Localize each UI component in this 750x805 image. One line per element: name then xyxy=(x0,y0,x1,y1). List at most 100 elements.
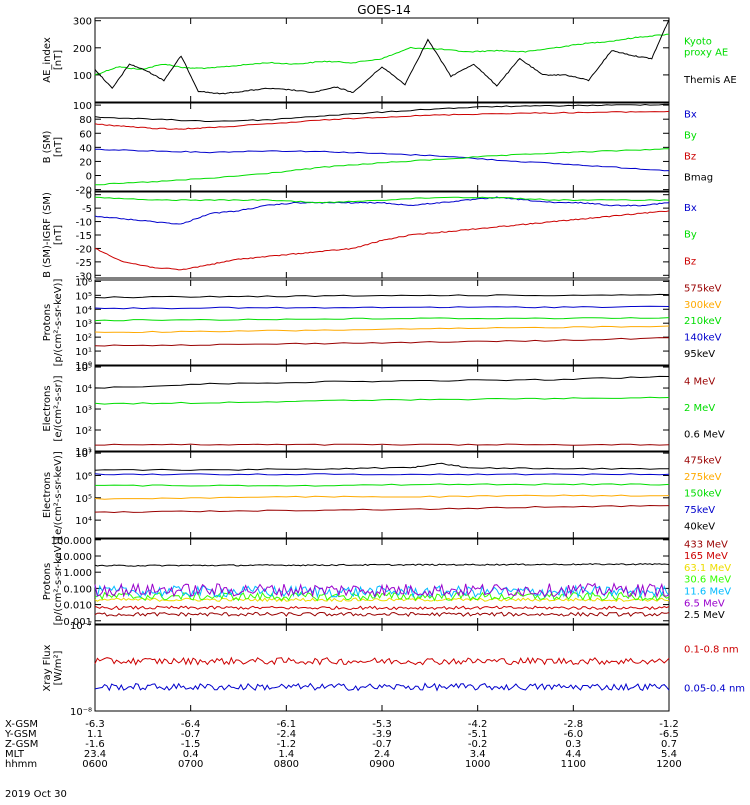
panel-frame xyxy=(94,624,670,712)
legend-entry: 433 MeV xyxy=(684,539,728,550)
panel-5: 10¹ 10² 10³ 10⁴ 10⁵ Electrons [e/(cm²-s-sr)] 4 … xyxy=(42,363,725,458)
y-tick-label: 10⁻⁸ xyxy=(70,707,92,718)
footer-value: 0.7 xyxy=(661,739,677,750)
y-axis-label: [p/(cm²-s-sr-keV)] xyxy=(53,279,64,367)
footer-row-label: MLT xyxy=(5,749,25,760)
y-tick-label: 10⁶ xyxy=(75,471,92,482)
footer-value: -6.4 xyxy=(181,719,201,730)
y-tick-label: 0.001 xyxy=(63,617,92,628)
y-axis-label: [nT] xyxy=(53,50,64,70)
y-axis-label: [p/(cm²-s-sr-keV)] xyxy=(53,538,64,626)
y-axis-label: Electrons xyxy=(42,472,53,518)
y-axis-label: [e/(cm²-s-sr)] xyxy=(53,375,64,441)
legend-entry: proxy AE xyxy=(684,48,728,59)
footer-row-label: Y-GSM xyxy=(4,729,37,740)
y-tick-label: 10³ xyxy=(75,319,92,330)
panel-8: 10⁻⁸ 10⁻⁷ Xray Flux [W/m²] 0.1-0.8 nm 0.05-0.… xyxy=(42,621,745,718)
date-label: 2019 Oct 30 xyxy=(5,789,67,800)
legend-entry: 575keV xyxy=(684,283,722,294)
series-line xyxy=(94,305,670,310)
series-line xyxy=(94,473,670,476)
series-line xyxy=(94,110,670,130)
series-line xyxy=(94,682,670,692)
legend-entry: 6.5 MeV xyxy=(684,598,725,609)
y-axis-label: Xray Flux xyxy=(42,644,53,691)
y-tick-label: 10.000 xyxy=(57,552,92,563)
y-tick-label: 10³ xyxy=(75,405,92,416)
legend-entry: 11.6 MeV xyxy=(684,586,731,597)
series-line xyxy=(94,148,670,186)
y-tick-label: -10 xyxy=(76,218,92,229)
panel-frame xyxy=(94,538,670,625)
panel-2: -20 0 20 40 60 80 100 B (SM) [nT] Bx By Bz Bmag xyxy=(42,101,713,196)
panel-7: 0.001 0.010 0.100 1.000 10.000 100.000 Protons… xyxy=(42,536,731,628)
footer-row-label: X-GSM xyxy=(5,719,38,730)
footer-value: -0.7 xyxy=(181,729,201,740)
legend-entry: 30.6 MeV xyxy=(684,575,731,586)
panel-3: -30 -25 -20 -15 -10 -5 0 B (SM)-IGRF (SM) [nT] Bx… xyxy=(42,191,697,283)
panel-frame xyxy=(94,102,670,192)
series-line xyxy=(94,494,670,500)
series-line xyxy=(94,337,670,347)
footer-value: 23.4 xyxy=(84,749,106,760)
legend-entry: 2 MeV xyxy=(684,403,715,414)
y-tick-label: 0 xyxy=(86,191,92,202)
series-line xyxy=(94,605,670,611)
legend-entry: Bz xyxy=(684,152,696,163)
series-line xyxy=(94,210,670,271)
panel-frame xyxy=(94,279,670,366)
series-line xyxy=(94,584,670,599)
legend-entry: 2.5 MeV xyxy=(684,610,725,621)
series-line xyxy=(94,504,670,514)
series-line xyxy=(94,148,670,172)
footer-value: -0.7 xyxy=(372,739,392,750)
y-tick-label: 10² xyxy=(75,426,92,437)
footer-value: 0700 xyxy=(178,759,203,770)
footer-value: -5.3 xyxy=(372,719,392,730)
y-tick-label: 10⁰ xyxy=(75,361,92,372)
ephemeris-footer: X-GSM -6.3 -6.4 -6.1 -5.3 -4.2 -2.8 -1.2 Y-GSM 1.… xyxy=(4,719,682,770)
y-axis-label: [W/m²] xyxy=(53,650,64,685)
footer-value: 1100 xyxy=(561,759,586,770)
series-line xyxy=(94,396,670,405)
footer-value: -2.4 xyxy=(277,729,297,740)
y-tick-label: -20 xyxy=(76,186,92,197)
panel-frame xyxy=(94,191,670,279)
y-tick-label: -20 xyxy=(76,244,92,255)
legend-entry: Bx xyxy=(684,203,697,214)
footer-value: -6.5 xyxy=(659,729,679,740)
y-tick-label: 0.100 xyxy=(63,584,92,595)
series-line xyxy=(94,375,670,389)
footer-value: 0600 xyxy=(82,759,107,770)
legend-entry: By xyxy=(684,230,697,241)
legend-entry: Themis AE xyxy=(683,75,737,86)
legend-entry: 150keV xyxy=(684,489,722,500)
series-line xyxy=(94,317,670,322)
legend-entry: Bx xyxy=(684,110,697,121)
footer-row-label: hhmm xyxy=(5,759,37,770)
y-axis-label: B (SM) xyxy=(42,130,53,163)
series-line xyxy=(94,611,670,618)
footer-value: -1.6 xyxy=(85,739,105,750)
footer-value: -6.3 xyxy=(85,719,105,730)
footer-value: 1.4 xyxy=(278,749,294,760)
y-axis-label: Protons xyxy=(42,304,53,341)
y-axis-label: B (SM)-IGRF (SM) xyxy=(42,192,53,278)
y-axis-label: Protons xyxy=(42,563,53,600)
y-tick-label: 10² xyxy=(75,333,92,344)
footer-value: 1200 xyxy=(656,759,681,770)
y-tick-label: 0 xyxy=(86,172,92,183)
y-tick-label: 10¹ xyxy=(75,347,92,358)
legend-entry: 0.05-0.4 nm xyxy=(684,683,745,694)
y-tick-label: 40 xyxy=(79,143,92,154)
legend-entry: 95keV xyxy=(684,349,715,360)
y-tick-label: 100.000 xyxy=(51,536,92,547)
legend-entry: Bmag xyxy=(684,173,713,184)
legend-entry: 275keV xyxy=(684,472,722,483)
legend-entry: Kyoto xyxy=(684,37,712,48)
y-axis-label: AE_index xyxy=(42,37,53,83)
legend-entry: Bz xyxy=(684,257,696,268)
y-axis-label: [nT] xyxy=(53,137,64,157)
legend-entry: 165 MeV xyxy=(684,551,728,562)
